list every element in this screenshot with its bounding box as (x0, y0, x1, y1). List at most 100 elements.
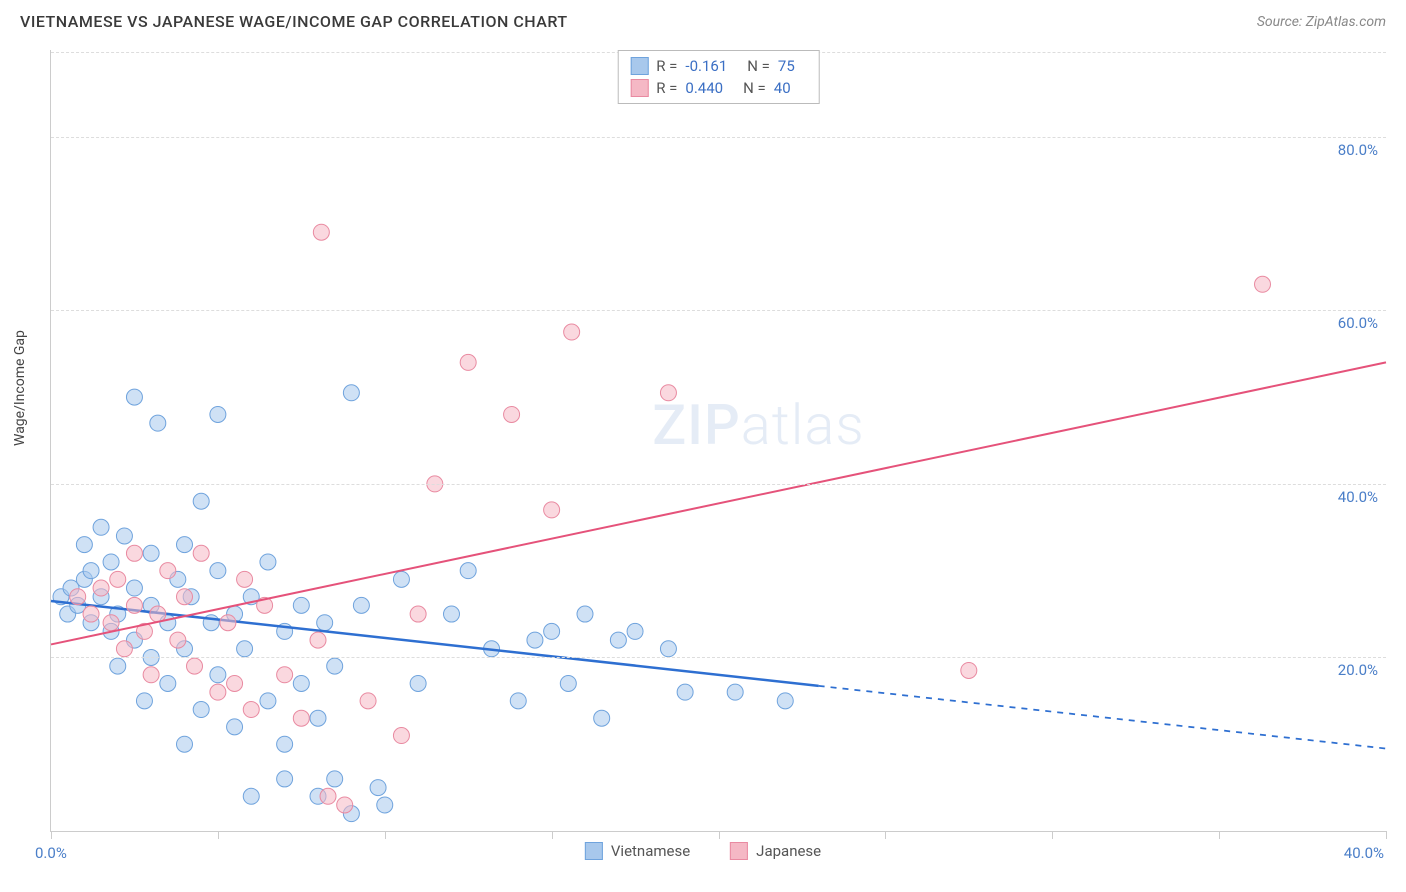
data-point (510, 693, 526, 709)
data-point (210, 684, 226, 700)
data-point (150, 606, 166, 622)
x-tick (552, 831, 553, 839)
chart-area: R = -0.161 N = 75 R = 0.440 N = 40 ZIPat… (50, 50, 1386, 832)
data-point (627, 623, 643, 639)
data-point (277, 771, 293, 787)
data-point (310, 710, 326, 726)
data-point (504, 406, 520, 422)
x-tick (719, 831, 720, 839)
r-label: R = (656, 57, 677, 75)
y-tick-label: 40.0% (1338, 488, 1378, 506)
data-point (243, 702, 259, 718)
data-point (116, 528, 132, 544)
data-point (577, 606, 593, 622)
data-point (83, 563, 99, 579)
data-point (160, 675, 176, 691)
legend-series: Vietnamese Japanese (585, 842, 821, 860)
data-point (237, 571, 253, 587)
n-value-vietnamese: 75 (778, 57, 795, 75)
data-point (677, 684, 693, 700)
data-point (136, 693, 152, 709)
legend-label-vietnamese: Vietnamese (611, 842, 690, 860)
data-point (160, 563, 176, 579)
x-tick (385, 831, 386, 839)
data-point (610, 632, 626, 648)
y-tick-label: 60.0% (1338, 314, 1378, 332)
x-tick (885, 831, 886, 839)
data-point (170, 632, 186, 648)
trend-line-dashed (819, 686, 1386, 749)
r-value-japanese: 0.440 (685, 79, 723, 97)
data-point (777, 693, 793, 709)
data-point (193, 545, 209, 561)
data-point (343, 385, 359, 401)
data-point (126, 580, 142, 596)
data-point (360, 693, 376, 709)
data-point (293, 597, 309, 613)
y-axis-label: Wage/Income Gap (12, 330, 28, 446)
data-point (227, 719, 243, 735)
data-point (444, 606, 460, 622)
data-point (961, 662, 977, 678)
legend-label-japanese: Japanese (756, 842, 821, 860)
data-point (93, 580, 109, 596)
data-point (110, 658, 126, 674)
x-tick (1386, 831, 1387, 839)
data-point (353, 597, 369, 613)
data-point (210, 667, 226, 683)
x-tick (218, 831, 219, 839)
data-point (370, 780, 386, 796)
data-point (210, 563, 226, 579)
data-point (660, 641, 676, 657)
n-value-japanese: 40 (774, 79, 791, 97)
y-tick-label: 80.0% (1338, 141, 1378, 159)
swatch-japanese (730, 842, 748, 860)
legend-item-japanese: Japanese (730, 842, 821, 860)
data-point (320, 788, 336, 804)
data-point (327, 771, 343, 787)
data-point (237, 641, 253, 657)
source-label: Source: ZipAtlas.com (1257, 14, 1386, 30)
legend-stats: R = -0.161 N = 75 R = 0.440 N = 40 (617, 50, 820, 104)
x-tick (1052, 831, 1053, 839)
data-point (116, 641, 132, 657)
data-point (544, 502, 560, 518)
data-point (103, 615, 119, 631)
data-point (227, 675, 243, 691)
data-point (410, 675, 426, 691)
data-point (143, 545, 159, 561)
gridline (51, 137, 1386, 138)
data-point (193, 702, 209, 718)
x-tick-label-max: 40.0% (1344, 844, 1384, 862)
x-tick (51, 831, 52, 839)
data-point (126, 545, 142, 561)
x-tick-label-min: 0.0% (35, 844, 67, 862)
data-point (337, 797, 353, 813)
data-point (660, 385, 676, 401)
data-point (187, 658, 203, 674)
data-point (126, 389, 142, 405)
x-tick (1219, 831, 1220, 839)
swatch-vietnamese (630, 57, 648, 75)
swatch-japanese (630, 79, 648, 97)
data-point (560, 675, 576, 691)
data-point (727, 684, 743, 700)
scatter-plot (51, 50, 1386, 831)
gridline (51, 484, 1386, 485)
r-value-vietnamese: -0.161 (685, 57, 727, 75)
legend-stats-row: R = 0.440 N = 40 (630, 77, 807, 99)
data-point (327, 658, 343, 674)
data-point (393, 728, 409, 744)
legend-stats-row: R = -0.161 N = 75 (630, 55, 807, 77)
data-point (293, 710, 309, 726)
data-point (220, 615, 236, 631)
data-point (293, 675, 309, 691)
gridline (51, 310, 1386, 311)
data-point (260, 554, 276, 570)
data-point (544, 623, 560, 639)
data-point (277, 736, 293, 752)
data-point (1255, 276, 1271, 292)
data-point (110, 571, 126, 587)
chart-title: VIETNAMESE VS JAPANESE WAGE/INCOME GAP C… (20, 12, 568, 31)
data-point (564, 324, 580, 340)
